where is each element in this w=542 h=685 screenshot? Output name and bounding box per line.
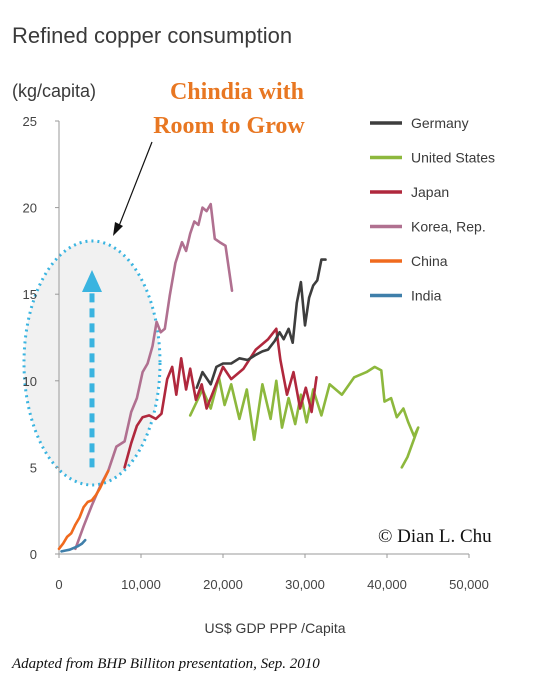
y-tick-label: 10 — [23, 374, 37, 389]
series-line-korea-rep — [74, 202, 234, 551]
legend-label-united-states: United States — [411, 150, 495, 166]
callout-pointer-head — [113, 222, 123, 236]
legend-label-india: India — [411, 288, 442, 304]
y-tick-label: 0 — [30, 547, 37, 562]
x-tick-label: 30,000 — [285, 577, 325, 592]
legend: Germany United States Japan Korea, Rep. Chin… — [370, 115, 495, 304]
axes — [58, 121, 469, 555]
series-line-china — [57, 469, 110, 551]
callout-line-1: Chindia with — [170, 79, 304, 105]
y-tick-label: 20 — [23, 201, 37, 216]
series-lines — [57, 202, 420, 553]
x-tick-label: 40,000 — [367, 577, 407, 592]
source-note: Adapted from BHP Billiton presentation, … — [11, 656, 320, 672]
x-tick-label: 20,000 — [203, 577, 243, 592]
callout-pointer-line — [118, 141, 153, 227]
y-ticks: 0 5 10 15 20 25 — [23, 114, 59, 562]
legend-label-japan: Japan — [411, 184, 449, 200]
series-line-india — [60, 538, 87, 553]
copyright-text: © Dian L. Chu — [378, 526, 492, 547]
series-line-germany — [195, 258, 327, 389]
highlight-arrow — [82, 270, 102, 468]
y-tick-label: 15 — [23, 287, 37, 302]
legend-label-china: China — [411, 253, 448, 269]
legend-label-germany: Germany — [411, 115, 469, 131]
x-axis-label: US$ GDP PPP /Capita — [204, 620, 345, 636]
y-axis-label: (kg/capita) — [12, 81, 96, 101]
chart-title: Refined copper consumption — [12, 23, 292, 48]
legend-label-korea-rep: Korea, Rep. — [411, 219, 486, 235]
callout: Chindia with Room to Grow — [113, 79, 305, 236]
x-tick-label: 0 — [55, 577, 62, 592]
highlight-arrow-head — [82, 270, 102, 292]
x-tick-label: 50,000 — [449, 577, 489, 592]
y-tick-label: 5 — [30, 460, 37, 475]
x-tick-label: 10,000 — [121, 577, 161, 592]
y-tick-label: 25 — [23, 114, 37, 129]
series-line-japan — [123, 327, 318, 469]
x-ticks: 0 10,000 20,000 30,000 40,000 50,000 — [55, 554, 489, 592]
callout-line-2: Room to Grow — [153, 113, 305, 139]
highlight-region — [22, 239, 162, 487]
highlight-ellipse — [22, 239, 162, 487]
series-line-united-states — [188, 365, 420, 469]
